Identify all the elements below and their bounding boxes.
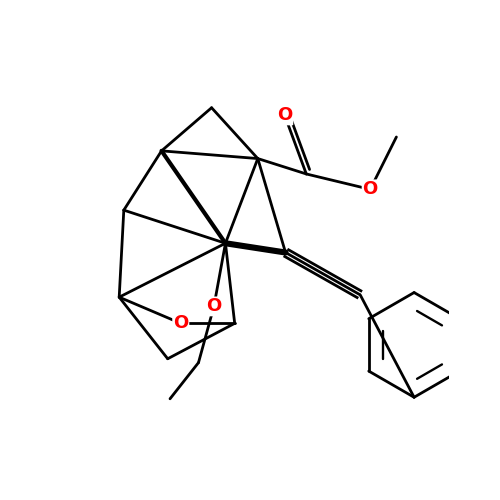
Text: O: O — [173, 314, 188, 332]
Text: O: O — [362, 180, 378, 198]
Text: O: O — [277, 106, 292, 124]
Text: O: O — [206, 298, 222, 316]
